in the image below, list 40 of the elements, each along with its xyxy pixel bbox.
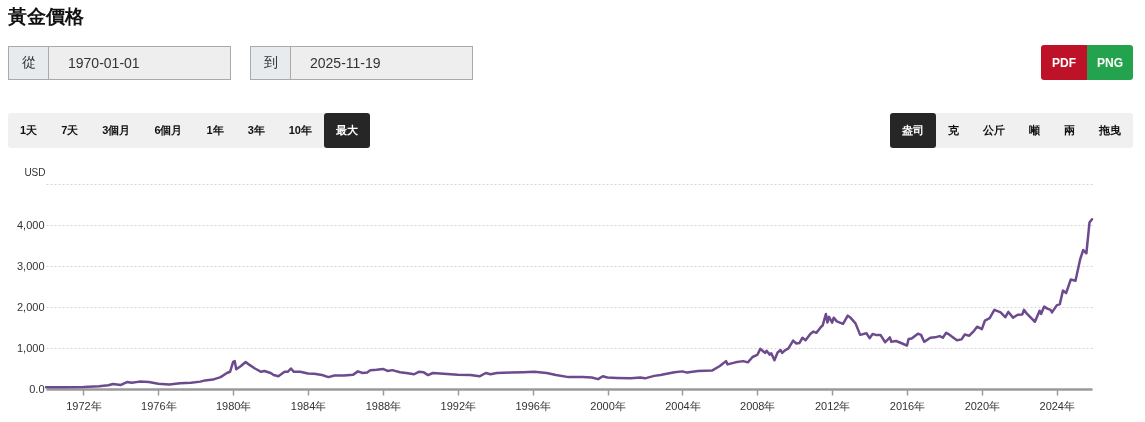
date-field: 到 2025-11-19 (250, 46, 473, 80)
x-tick-label: 2024年 (1039, 399, 1075, 412)
unit-button: 盎司 (890, 113, 936, 148)
unit-label: 拖曳 (1098, 123, 1122, 138)
y-tick-label: 0.0 (29, 382, 45, 395)
x-tick-label: 1976年 (141, 399, 177, 412)
y-axis-title: USD (24, 166, 46, 178)
export-button: PNG (1087, 45, 1133, 80)
range-button: 最大 (324, 113, 370, 148)
unit-label: 克 (947, 123, 960, 138)
unit-label: 噸 (1028, 123, 1041, 138)
x-tick-label: 1992年 (440, 399, 477, 412)
x-tick-label: 2004年 (665, 399, 701, 412)
x-tick-label: 1996年 (515, 399, 551, 412)
y-tick-label: 2,000 (16, 300, 45, 313)
range-label: 3個月 (101, 123, 132, 138)
range-label: 3年 (246, 123, 266, 138)
y-tick-label: 4,000 (16, 218, 45, 231)
x-tick-label: 2020年 (964, 399, 1001, 412)
range-label: 10年 (287, 123, 313, 138)
range-label: 6個月 (153, 123, 184, 138)
export-button: PDF (1041, 45, 1087, 80)
unit-label: 兩 (1063, 123, 1076, 138)
x-tick-label: 2016年 (889, 399, 926, 412)
x-tick-label: 2012年 (814, 399, 851, 412)
range-label: 1年 (205, 123, 225, 138)
chart-title: 黃金價格 (8, 5, 84, 29)
x-tick-label: 1988年 (365, 399, 402, 412)
date-field: 從 1970-01-01 (8, 46, 231, 80)
y-tick-label: 1,000 (16, 341, 45, 354)
unit-label: 公斤 (982, 123, 1006, 138)
range-label: 1天 (19, 123, 39, 138)
line-series (44, 218, 1094, 389)
x-tick-label: 2000年 (590, 399, 626, 412)
y-tick-label: 3,000 (16, 259, 45, 272)
x-tick-label: 1972年 (66, 399, 102, 412)
range-label: 7天 (60, 123, 80, 138)
x-tick-label: 1984年 (290, 399, 327, 412)
x-tick-label: 2008年 (740, 399, 776, 412)
x-tick-label: 1980年 (215, 399, 252, 412)
